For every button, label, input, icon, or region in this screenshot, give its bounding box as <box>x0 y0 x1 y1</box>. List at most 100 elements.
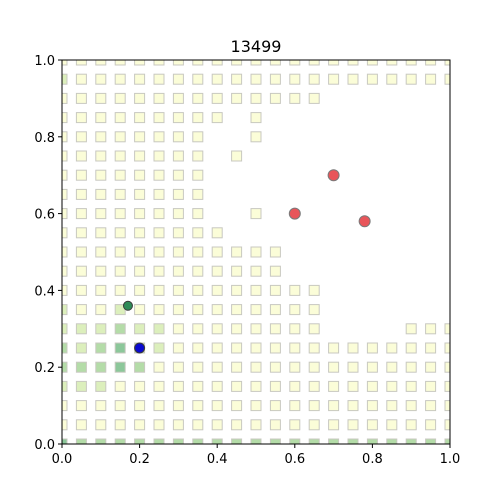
grid-square <box>444 419 450 431</box>
grid-square <box>172 361 184 373</box>
grid-square <box>75 380 87 392</box>
grid-square <box>269 361 281 373</box>
grid-square <box>425 342 437 354</box>
grid-square <box>75 73 87 85</box>
axes-frame <box>61 59 451 445</box>
grid-square <box>134 112 146 124</box>
grid-square <box>134 304 146 316</box>
grid-square <box>62 323 68 335</box>
grid-square <box>192 380 204 392</box>
grid-square <box>308 60 320 66</box>
grid-square <box>192 150 204 162</box>
grid-square <box>425 323 437 335</box>
grid-square <box>308 284 320 296</box>
grid-square <box>153 208 165 220</box>
grid-square <box>250 304 262 316</box>
grid-square <box>153 438 165 444</box>
blue-point <box>134 342 146 354</box>
grid-square <box>134 60 146 66</box>
grid-square <box>192 131 204 143</box>
grid-square <box>231 380 243 392</box>
grid-square <box>172 112 184 124</box>
x-tick-label: 0.8 <box>362 452 383 467</box>
grid-square <box>269 73 281 85</box>
grid-square <box>308 92 320 104</box>
grid-square <box>308 419 320 431</box>
grid-square <box>134 92 146 104</box>
grid-square <box>425 419 437 431</box>
grid-square <box>289 380 301 392</box>
grid-square <box>269 284 281 296</box>
grid-square <box>75 169 87 181</box>
grid-square <box>328 60 340 66</box>
grid-square <box>366 419 378 431</box>
grid-square <box>192 73 204 85</box>
grid-square <box>269 342 281 354</box>
grid-square <box>114 92 126 104</box>
grid-square <box>386 361 398 373</box>
grid-square <box>114 208 126 220</box>
grid-square <box>405 342 417 354</box>
grid-square <box>95 150 107 162</box>
grid-square <box>153 380 165 392</box>
grid-square <box>444 323 450 335</box>
grid-square <box>62 60 68 66</box>
grid-square <box>114 323 126 335</box>
grid-square <box>172 92 184 104</box>
grid-square <box>211 361 223 373</box>
grid-square <box>444 60 450 66</box>
grid-square <box>328 380 340 392</box>
grid-square <box>62 112 68 124</box>
grid-square <box>250 438 262 444</box>
grid-square <box>95 92 107 104</box>
grid-square <box>289 342 301 354</box>
grid-square <box>153 246 165 258</box>
grid-square <box>405 419 417 431</box>
grid-square <box>95 323 107 335</box>
grid-square <box>153 284 165 296</box>
grid-square <box>153 265 165 277</box>
grid-square <box>114 265 126 277</box>
grid-square <box>62 380 68 392</box>
grid-square <box>134 400 146 412</box>
grid-square <box>269 380 281 392</box>
grid-square <box>192 400 204 412</box>
grid-square <box>250 112 262 124</box>
grid-square <box>211 284 223 296</box>
grid-square <box>289 361 301 373</box>
grid-square <box>269 419 281 431</box>
grid-square <box>95 246 107 258</box>
grid-square <box>231 323 243 335</box>
grid-square <box>95 304 107 316</box>
grid-square <box>328 400 340 412</box>
grid-square <box>153 188 165 200</box>
grid-square <box>172 419 184 431</box>
grid-square <box>347 438 359 444</box>
grid-square <box>95 284 107 296</box>
grid-square <box>366 73 378 85</box>
grid-square <box>192 265 204 277</box>
grid-square <box>289 438 301 444</box>
grid-square <box>347 419 359 431</box>
grid-square <box>405 380 417 392</box>
grid-square <box>484 401 494 411</box>
grid-square <box>114 361 126 373</box>
chart-title: 13499 <box>231 37 282 56</box>
grid-square <box>134 150 146 162</box>
grid-square <box>114 227 126 239</box>
grid-square <box>134 419 146 431</box>
grid-square <box>366 438 378 444</box>
x-tick-label: 0.2 <box>129 452 150 467</box>
grid-square <box>114 60 126 66</box>
grid-square <box>75 208 87 220</box>
grid-square <box>134 438 146 444</box>
grid-square <box>289 284 301 296</box>
grid-square <box>231 400 243 412</box>
grid-square <box>192 169 204 181</box>
grid-square <box>464 55 474 65</box>
grid-square <box>328 419 340 431</box>
grid-square <box>211 304 223 316</box>
grid-square <box>153 342 165 354</box>
grid-square <box>386 419 398 431</box>
grid-square <box>366 361 378 373</box>
